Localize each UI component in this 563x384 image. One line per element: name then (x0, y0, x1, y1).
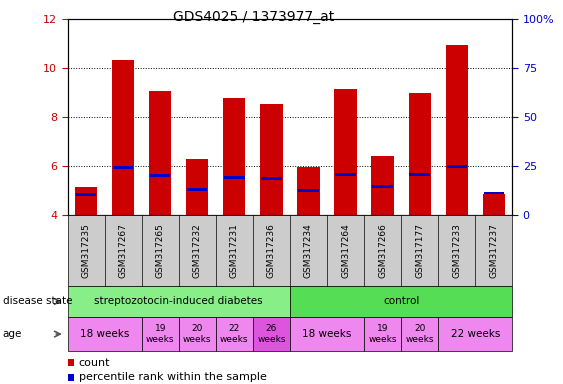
Text: GSM317234: GSM317234 (304, 223, 313, 278)
Text: GSM317265: GSM317265 (156, 223, 165, 278)
Bar (113, 166, 133, 169)
Text: streptozotocin-induced diabetes: streptozotocin-induced diabetes (95, 296, 263, 306)
Bar (298, 189, 319, 192)
Bar (75, 187, 97, 215)
Text: count: count (79, 358, 110, 368)
Bar (76, 193, 96, 196)
Bar (334, 89, 357, 215)
Text: GSM317231: GSM317231 (230, 223, 239, 278)
Text: percentile rank within the sample: percentile rank within the sample (79, 372, 267, 382)
Text: 18 weeks: 18 weeks (302, 329, 352, 339)
Bar (372, 156, 394, 215)
Text: 20
weeks: 20 weeks (183, 324, 212, 344)
Text: control: control (383, 296, 419, 306)
Text: GSM317235: GSM317235 (82, 223, 91, 278)
Text: 22 weeks: 22 weeks (450, 329, 500, 339)
Text: GSM317177: GSM317177 (415, 223, 424, 278)
Bar (482, 194, 505, 215)
Text: GSM317236: GSM317236 (267, 223, 276, 278)
Bar (446, 45, 468, 215)
Text: 18 weeks: 18 weeks (80, 329, 129, 339)
Bar (224, 175, 244, 179)
Bar (261, 177, 282, 180)
Text: GSM317267: GSM317267 (119, 223, 128, 278)
Text: 19
weeks: 19 weeks (368, 324, 397, 344)
Text: GSM317233: GSM317233 (452, 223, 461, 278)
Bar (186, 159, 208, 215)
Text: GSM317266: GSM317266 (378, 223, 387, 278)
Bar (149, 91, 171, 215)
Text: GSM317232: GSM317232 (193, 223, 202, 278)
Bar (297, 167, 320, 215)
Bar (112, 60, 135, 215)
Bar (409, 173, 430, 176)
Text: disease state: disease state (3, 296, 72, 306)
Bar (409, 93, 431, 215)
Text: 20
weeks: 20 weeks (405, 324, 434, 344)
Bar (187, 188, 208, 191)
Text: age: age (3, 329, 22, 339)
Bar (260, 104, 283, 215)
Bar (336, 173, 356, 176)
Bar (150, 174, 171, 177)
Text: 22
weeks: 22 weeks (220, 324, 249, 344)
Bar (484, 192, 504, 194)
Text: GDS4025 / 1373977_at: GDS4025 / 1373977_at (173, 10, 334, 23)
Text: 19
weeks: 19 weeks (146, 324, 175, 344)
Bar (223, 98, 245, 215)
Text: GSM317237: GSM317237 (489, 223, 498, 278)
Text: GSM317264: GSM317264 (341, 223, 350, 278)
Text: 26
weeks: 26 weeks (257, 324, 285, 344)
Bar (372, 185, 393, 189)
Bar (446, 165, 467, 167)
